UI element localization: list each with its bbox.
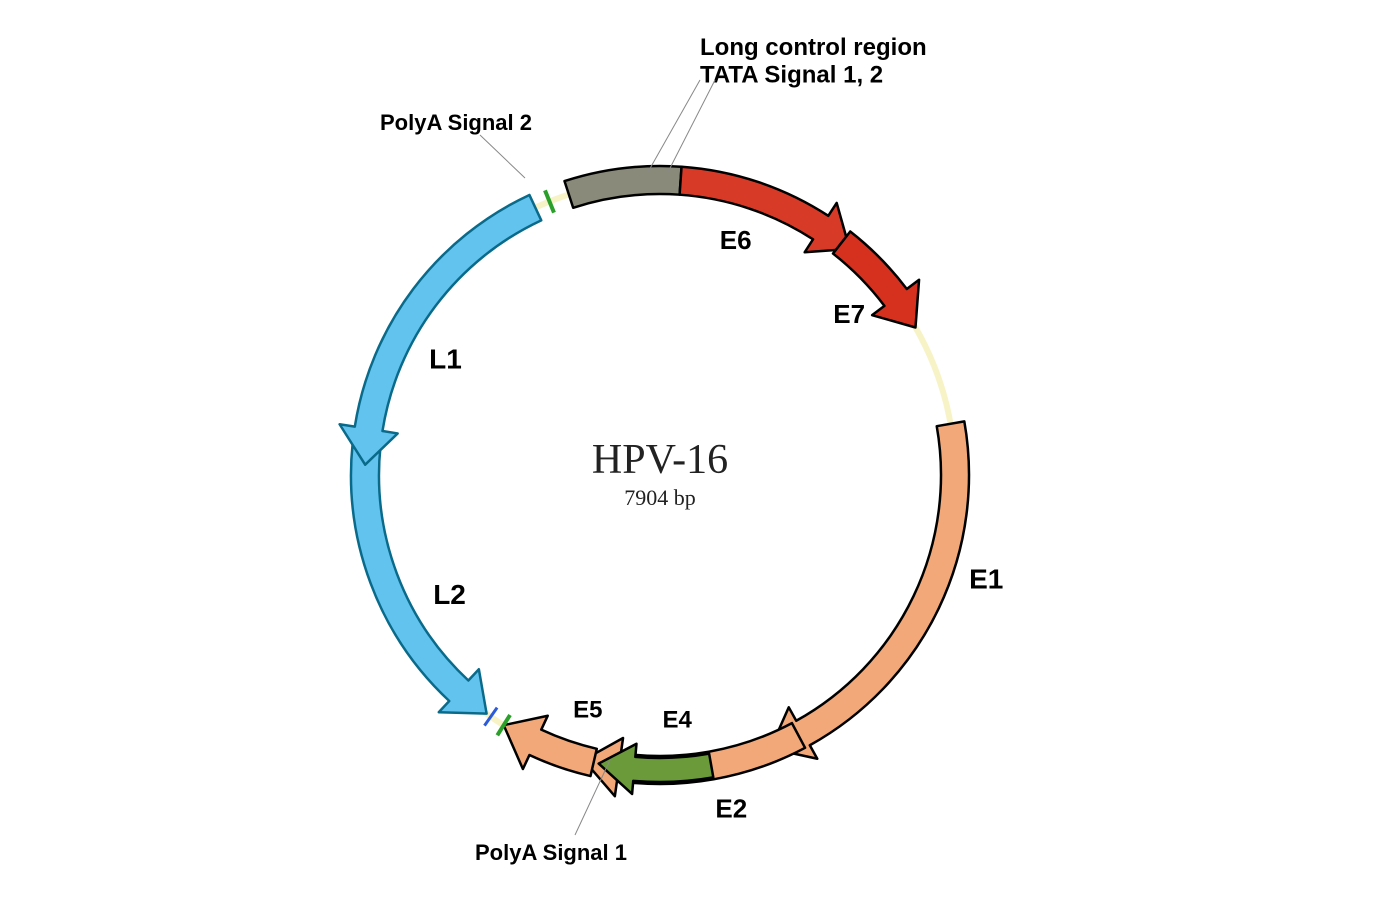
gene-label-E7: E7 — [833, 299, 865, 329]
gene-label-E6: E6 — [720, 225, 752, 255]
gene-E5 — [504, 716, 597, 776]
plasmid-size: 7904 bp — [624, 485, 696, 510]
gene-LCR — [565, 166, 682, 208]
gene-label-L2: L2 — [433, 579, 466, 610]
gene-label-L1: L1 — [429, 343, 462, 374]
callout-polyA2 — [480, 135, 525, 178]
plasmid-map: E6 E7 E1 E2 E4 E5 L2 L1 PolyA Signal 2 PolyA Sign… — [0, 0, 1382, 898]
marker-label-polyA1: PolyA Signal 1 — [475, 840, 627, 865]
gene-E6 — [680, 167, 850, 252]
gene-L1 — [340, 195, 542, 465]
gene-label-E5: E5 — [573, 697, 602, 724]
gene-E1 — [771, 421, 969, 758]
callout-lcr-0 — [648, 80, 700, 172]
gene-label-E1: E1 — [969, 563, 1003, 594]
gene-L2 — [351, 443, 487, 714]
plasmid-title: HPV-16 — [592, 437, 728, 483]
lcr-annotation: Long control regionTATA Signal 1, 2 — [700, 34, 927, 89]
gene-label-E2: E2 — [715, 793, 747, 823]
gene-label-E4: E4 — [663, 707, 693, 734]
marker-label-polyA2: PolyA Signal 2 — [380, 110, 532, 135]
callout-lcr-1 — [668, 80, 715, 172]
